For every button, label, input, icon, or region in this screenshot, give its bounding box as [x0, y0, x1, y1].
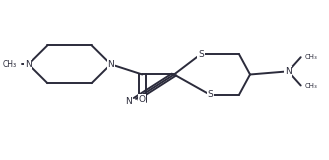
Text: CH₃: CH₃: [305, 83, 317, 88]
Text: CH₃: CH₃: [305, 54, 317, 60]
Text: N: N: [125, 97, 132, 106]
Text: S: S: [198, 50, 204, 59]
Text: S: S: [208, 90, 213, 99]
Text: O: O: [139, 95, 146, 104]
Text: CH₃: CH₃: [3, 60, 17, 69]
Text: N: N: [285, 67, 291, 76]
Text: N: N: [25, 60, 32, 69]
Text: N: N: [107, 60, 114, 69]
